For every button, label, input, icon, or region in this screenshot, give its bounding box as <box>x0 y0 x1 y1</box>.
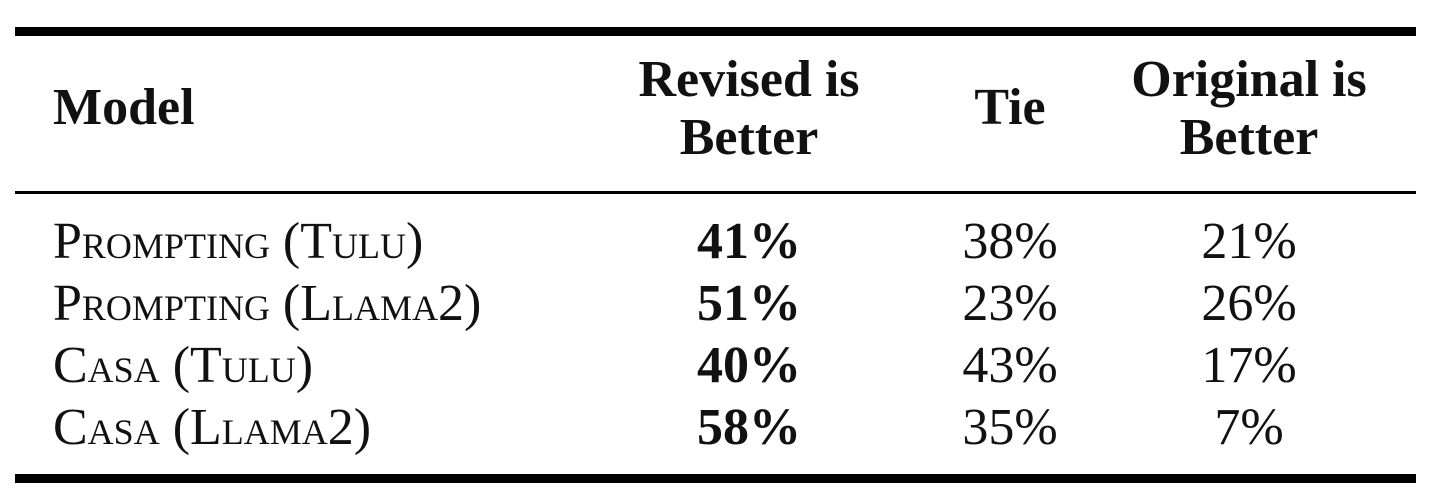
table-bottom-rule <box>15 474 1416 483</box>
table-top-rule <box>15 27 1416 36</box>
row-original-cell: 17% <box>1201 337 1297 394</box>
header-original-line2: Better <box>1179 109 1319 166</box>
header-tie: Tie <box>974 79 1046 136</box>
row-tie-cell: 23% <box>962 275 1058 332</box>
results-table: Model Revised is Better Tie Original is … <box>15 27 1416 483</box>
row-tie-cell: 38% <box>962 213 1058 270</box>
table-row: Casa (Llama2) 58% 35% 7% <box>15 397 1416 459</box>
table-row: Prompting (Tulu) 41% 38% 21% <box>15 211 1416 273</box>
table-header-rule <box>15 191 1416 194</box>
header-revised-is-better: Revised is Better <box>615 51 883 167</box>
row-revised-cell: 40% <box>697 337 801 394</box>
row-revised-cell: 41% <box>697 213 801 270</box>
header-model: Model <box>53 79 195 136</box>
row-tie-cell: 35% <box>962 399 1058 456</box>
row-revised-cell: 51% <box>697 275 801 332</box>
row-original-cell: 26% <box>1201 275 1297 332</box>
row-original-cell: 21% <box>1201 213 1297 270</box>
row-model-cell: Prompting (Tulu) <box>53 213 424 270</box>
row-original-cell: 7% <box>1214 399 1284 456</box>
header-original-line1: Original is <box>1131 51 1367 108</box>
row-revised-cell: 58% <box>697 399 801 456</box>
header-revised-line1: Revised is <box>638 51 860 108</box>
row-tie-cell: 43% <box>962 337 1058 394</box>
table-row: Casa (Tulu) 40% 43% 17% <box>15 335 1416 397</box>
header-revised-line2: Better <box>679 109 819 166</box>
row-model-cell: Casa (Llama2) <box>53 399 372 456</box>
row-model-cell: Prompting (Llama2) <box>53 275 482 332</box>
header-original-is-better: Original is Better <box>1115 51 1383 167</box>
row-model-cell: Casa (Tulu) <box>53 337 314 394</box>
table-row: Prompting (Llama2) 51% 23% 26% <box>15 273 1416 335</box>
